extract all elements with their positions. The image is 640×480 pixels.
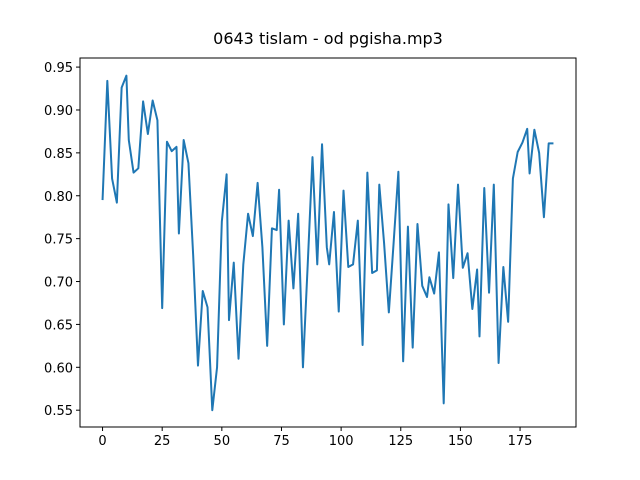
y-tick-label: 0.85 [44,147,73,162]
axes-frame [79,57,577,428]
y-tick-label: 0.70 [44,276,73,291]
x-tick-label: 125 [388,434,413,449]
y-tick-label: 0.75 [44,233,73,248]
chart-title: 0643 tislam - od pgisha.mp3 [213,29,443,48]
y-tick-label: 0.55 [44,404,73,419]
x-tick-label: 50 [214,434,231,449]
y-tick-label: 0.95 [44,61,73,76]
y-tick-label: 0.80 [44,190,73,205]
x-tick-label: 0 [98,434,106,449]
y-tick-label: 0.90 [44,104,73,119]
data-line [101,74,554,412]
y-tick-label: 0.65 [44,318,73,333]
x-tick-label: 150 [448,434,473,449]
x-tick-label: 75 [273,434,290,449]
x-tick-label: 175 [508,434,533,449]
x-tick-label: 25 [154,434,171,449]
x-tick-label: 100 [329,434,354,449]
y-tick-label: 0.60 [44,361,73,376]
